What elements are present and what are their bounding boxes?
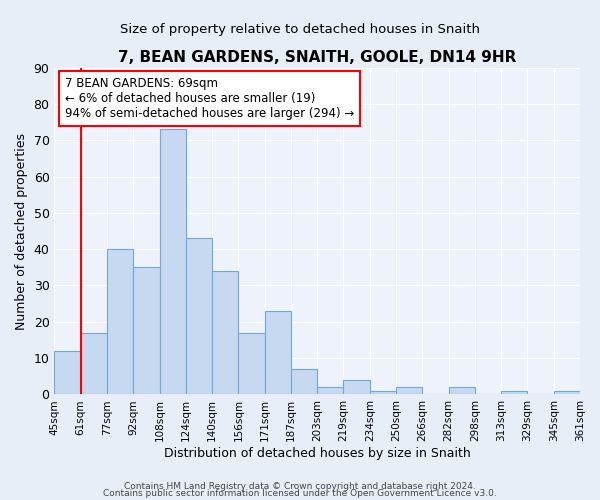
Bar <box>160 130 186 394</box>
Bar <box>212 271 238 394</box>
Bar <box>107 249 133 394</box>
Y-axis label: Number of detached properties: Number of detached properties <box>15 132 28 330</box>
Bar <box>554 391 580 394</box>
Bar <box>186 238 212 394</box>
Bar <box>265 311 291 394</box>
Text: 7 BEAN GARDENS: 69sqm
← 6% of detached houses are smaller (19)
94% of semi-detac: 7 BEAN GARDENS: 69sqm ← 6% of detached h… <box>65 78 354 120</box>
Text: Contains HM Land Registry data © Crown copyright and database right 2024.: Contains HM Land Registry data © Crown c… <box>124 482 476 491</box>
X-axis label: Distribution of detached houses by size in Snaith: Distribution of detached houses by size … <box>164 447 470 460</box>
Bar <box>55 351 80 395</box>
Bar <box>370 391 396 394</box>
Bar <box>80 332 107 394</box>
Bar <box>396 387 422 394</box>
Title: 7, BEAN GARDENS, SNAITH, GOOLE, DN14 9HR: 7, BEAN GARDENS, SNAITH, GOOLE, DN14 9HR <box>118 50 517 65</box>
Bar <box>133 268 160 394</box>
Bar <box>343 380 370 394</box>
Bar <box>317 387 343 394</box>
Text: Contains public sector information licensed under the Open Government Licence v3: Contains public sector information licen… <box>103 490 497 498</box>
Bar <box>449 387 475 394</box>
Bar <box>238 332 265 394</box>
Text: Size of property relative to detached houses in Snaith: Size of property relative to detached ho… <box>120 22 480 36</box>
Bar <box>501 391 527 394</box>
Bar <box>291 369 317 394</box>
